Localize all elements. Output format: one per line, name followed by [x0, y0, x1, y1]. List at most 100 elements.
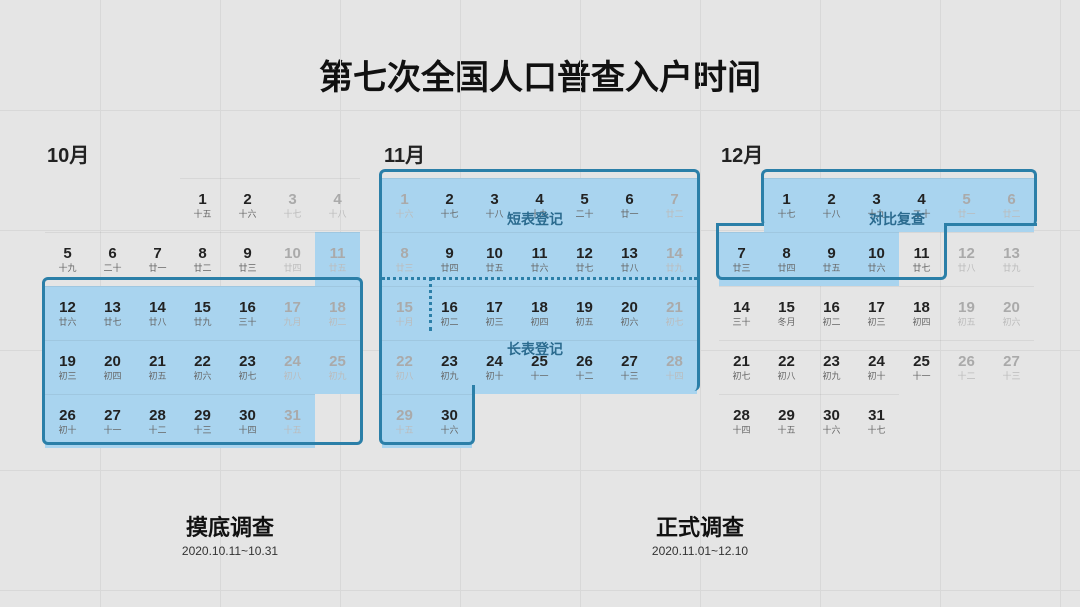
- solar-day: 10: [486, 246, 503, 261]
- lunar-day: 三十: [238, 318, 256, 327]
- page-title: 第七次全国人口普查入户时间: [0, 0, 1080, 99]
- solar-day: 20: [104, 354, 121, 369]
- solar-day: 9: [243, 246, 251, 261]
- calendar-row: 10月 1十五2十六3十七4十八5十九6二十7廿一8廿二9廿三10廿四11廿五1…: [0, 99, 1080, 448]
- lunar-day: 十九: [58, 264, 76, 273]
- lunar-day: 初五: [575, 318, 593, 327]
- lunar-day: 初二: [822, 318, 840, 327]
- lunar-day: 十六: [395, 210, 413, 219]
- lunar-day: 十五: [193, 210, 211, 219]
- day-cell: 1十五: [180, 178, 225, 232]
- solar-day: 28: [733, 408, 750, 423]
- solar-day: 11: [532, 246, 548, 261]
- lunar-day: 廿九: [1002, 264, 1020, 273]
- month-label: 11月: [382, 139, 698, 168]
- solar-day: 23: [239, 354, 256, 369]
- outline-join-mask: [382, 385, 472, 391]
- solar-day: 27: [621, 354, 638, 369]
- lunar-day: 三十: [732, 318, 750, 327]
- day-cell: 5二十: [562, 178, 607, 232]
- lunar-day: 十五: [395, 426, 413, 435]
- lunar-day: 廿一: [620, 210, 638, 219]
- lunar-day: 廿一: [148, 264, 166, 273]
- day-cell: 21初七: [719, 340, 764, 394]
- solar-day: 3: [288, 192, 296, 207]
- outline-step-r2: [944, 223, 1037, 226]
- lunar-day: 十七: [440, 210, 458, 219]
- day-cell: 25初九: [315, 340, 360, 394]
- lunar-day: 十七: [283, 210, 301, 219]
- day-cell: 27 十三: [607, 340, 652, 394]
- solar-day: 18: [329, 300, 346, 315]
- day-cell: 10 廿五: [472, 232, 517, 286]
- lunar-day: 初十: [867, 372, 885, 381]
- empty-cell: [45, 178, 90, 232]
- lunar-day: 廿三: [732, 264, 750, 273]
- solar-day: 20: [1003, 300, 1020, 315]
- solar-day: 23: [441, 354, 458, 369]
- lunar-day: 十六: [238, 210, 256, 219]
- lunar-day: 廿七: [912, 264, 930, 273]
- day-cell: 19初五: [562, 286, 607, 340]
- solar-day: 21: [149, 354, 166, 369]
- empty-cell: [90, 178, 135, 232]
- solar-day: 24: [868, 354, 885, 369]
- solar-day: 25: [913, 354, 930, 369]
- lunar-day: 廿四: [283, 264, 301, 273]
- day-cell: 8廿二: [180, 232, 225, 286]
- day-cell: 5十九: [45, 232, 90, 286]
- lunar-day: 廿三: [238, 264, 256, 273]
- caption-title: 正式调查: [610, 510, 790, 542]
- lunar-day: 初四: [530, 318, 548, 327]
- lunar-day: 廿五: [485, 264, 503, 273]
- lunar-day: 廿二: [193, 264, 211, 273]
- solar-day: 23: [823, 354, 840, 369]
- day-cell: 27十三: [989, 340, 1034, 394]
- lunar-day: 十八: [485, 210, 503, 219]
- day-cell: 28十四: [652, 340, 697, 394]
- lunar-day: 初八: [777, 372, 795, 381]
- day-cell: 30十四: [225, 394, 270, 448]
- day-cell: 23初九: [809, 340, 854, 394]
- lunar-day: 初六: [193, 372, 211, 381]
- caption-title: 摸底调查: [140, 510, 320, 542]
- solar-day: 16: [239, 300, 256, 315]
- day-cell: 14廿八: [135, 286, 180, 340]
- day-cell: 10廿四: [270, 232, 315, 286]
- lunar-day: 廿二: [665, 210, 683, 219]
- solar-day: 2: [827, 192, 835, 207]
- solar-day: 6: [625, 192, 633, 207]
- calendar-grid: 1十七2十八3十九4二十5廿一6廿二7廿三8廿四9廿五10廿六11廿七12廿八1…: [719, 178, 1035, 448]
- solar-day: 17: [284, 300, 301, 315]
- lunar-day: 十三: [620, 372, 638, 381]
- lunar-day: 廿七: [575, 264, 593, 273]
- solar-day: 27: [104, 408, 121, 423]
- solar-day: 29: [194, 408, 211, 423]
- day-cell: 11廿五: [315, 232, 360, 286]
- day-cell: 28十四: [719, 394, 764, 448]
- solar-day: 3: [490, 192, 498, 207]
- solar-day: 29: [396, 408, 413, 423]
- solar-day: 5: [962, 192, 970, 207]
- day-cell: 18初四: [517, 286, 562, 340]
- lunar-day: 十四: [238, 426, 256, 435]
- day-cell: 22初六: [180, 340, 225, 394]
- lunar-day: 十二: [575, 372, 593, 381]
- lunar-day: 初二: [328, 318, 346, 327]
- day-cell: 20初六: [989, 286, 1034, 340]
- solar-day: 6: [1007, 192, 1015, 207]
- lunar-day: 初二: [440, 318, 458, 327]
- day-cell: 29十三: [180, 394, 225, 448]
- lunar-day: 初五: [148, 372, 166, 381]
- month-label: 10月: [45, 139, 361, 168]
- solar-day: 16: [823, 300, 840, 315]
- solar-day: 26: [59, 408, 76, 423]
- day-cell: 26十二: [944, 340, 989, 394]
- solar-day: 8: [782, 246, 790, 261]
- solar-day: 13: [1003, 246, 1020, 261]
- lunar-day: 廿一: [957, 210, 975, 219]
- solar-day: 2: [243, 192, 251, 207]
- day-cell: 16 三十: [225, 286, 270, 340]
- day-cell: 4十九: [517, 178, 562, 232]
- lunar-day: 二十: [912, 210, 930, 219]
